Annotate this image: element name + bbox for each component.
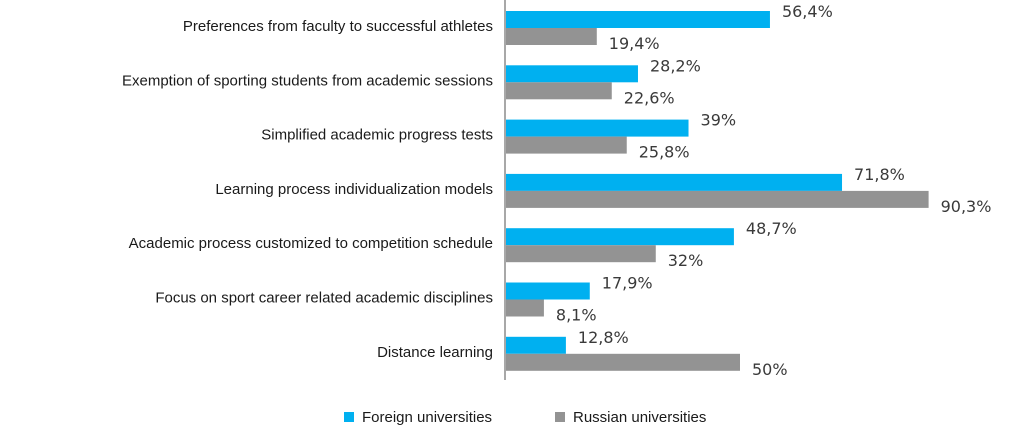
legend-label-russian: Russian universities — [573, 408, 707, 426]
data-label-foreign: 56,4% — [782, 2, 833, 21]
bar-russian — [506, 245, 656, 263]
category-label: Exemption of sporting students from acad… — [122, 72, 493, 89]
bar-foreign — [506, 173, 843, 191]
bar-chart: Preferences from faculty to successful a… — [122, 0, 992, 380]
bar-russian — [506, 28, 597, 45]
data-label-foreign: 71,8% — [854, 165, 905, 184]
category-label: Distance learning — [377, 344, 493, 361]
legend-item-foreign: Foreign universities — [344, 408, 492, 426]
data-label-foreign: 48,7% — [746, 219, 797, 238]
legend-swatch-foreign — [344, 412, 354, 422]
data-label-russian: 19,4% — [609, 34, 660, 53]
bar-foreign — [506, 336, 566, 354]
bar-russian — [506, 299, 544, 317]
legend-label-foreign: Foreign universities — [362, 408, 493, 426]
bar-russian — [506, 353, 740, 371]
legend-swatch-russian — [555, 412, 565, 422]
bar-foreign — [506, 11, 770, 28]
data-label-foreign: 12,8% — [578, 328, 629, 347]
legend-item-russian: Russian universities — [555, 408, 706, 426]
data-label-russian: 50% — [752, 360, 788, 379]
data-label-foreign: 28,2% — [650, 56, 701, 75]
bar-foreign — [506, 119, 689, 137]
data-label-russian: 8,1% — [556, 306, 597, 325]
bar-russian — [506, 190, 929, 208]
bar-foreign — [506, 228, 734, 246]
bar-russian — [506, 136, 627, 154]
bar-foreign — [506, 65, 638, 83]
category-label: Preferences from faculty to successful a… — [183, 18, 493, 35]
data-label-russian: 25,8% — [639, 143, 690, 162]
category-label: Simplified academic progress tests — [261, 127, 493, 144]
category-label: Academic process customized to competiti… — [129, 235, 493, 252]
category-label: Focus on sport career related academic d… — [155, 290, 493, 307]
data-label-foreign: 39% — [701, 111, 737, 130]
data-label-russian: 22,6% — [624, 88, 675, 107]
data-label-russian: 90,3% — [941, 197, 992, 216]
data-label-russian: 32% — [668, 251, 704, 270]
category-label: Learning process individualization model… — [215, 181, 493, 198]
data-label-foreign: 17,9% — [602, 274, 653, 293]
bar-foreign — [506, 282, 590, 300]
bar-russian — [506, 82, 612, 100]
chart-legend: Foreign universities Russian universitie… — [0, 406, 1015, 428]
